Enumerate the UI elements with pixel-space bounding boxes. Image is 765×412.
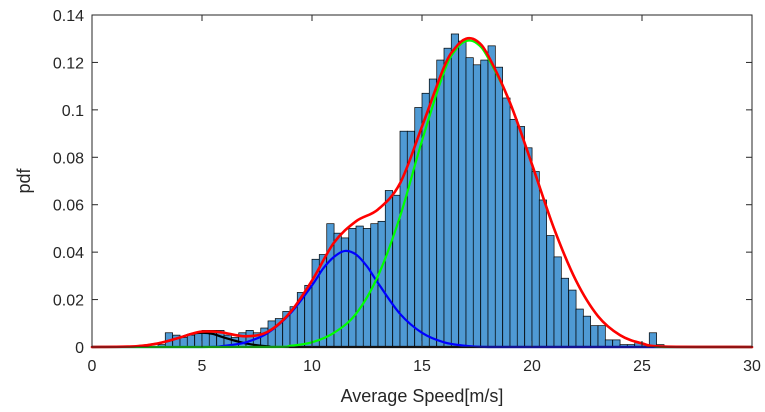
x-axis: 0 5 10 15 20 25 30 bbox=[88, 15, 761, 375]
histogram-bar bbox=[362, 228, 371, 348]
histogram-bar bbox=[553, 256, 562, 348]
histogram-bar bbox=[597, 325, 606, 348]
histogram-bar bbox=[538, 199, 547, 348]
x-axis-title: Average Speed[m/s] bbox=[341, 386, 504, 406]
histogram-bar bbox=[546, 235, 555, 348]
histogram-bar bbox=[355, 225, 364, 348]
y-tick-label: 0.08 bbox=[53, 150, 84, 167]
histogram-bar bbox=[384, 190, 393, 348]
histogram-bar bbox=[531, 171, 540, 348]
x-tick-label: 20 bbox=[523, 358, 541, 375]
y-tick-label: 0.14 bbox=[53, 8, 84, 25]
x-tick-label: 10 bbox=[303, 358, 321, 375]
histogram-bar bbox=[494, 66, 503, 348]
y-tick-label: 0 bbox=[75, 340, 84, 357]
y-axis-title: pdf bbox=[14, 167, 34, 193]
histogram-bar bbox=[443, 47, 452, 348]
histogram-bar bbox=[524, 147, 533, 348]
histogram-bar bbox=[436, 59, 445, 348]
histogram-bar bbox=[179, 337, 188, 348]
y-tick-label: 0.06 bbox=[53, 198, 84, 215]
x-tick-label: 5 bbox=[198, 358, 207, 375]
y-tick-label: 0.12 bbox=[53, 55, 84, 72]
histogram-bar bbox=[428, 78, 437, 348]
x-tick-label: 0 bbox=[88, 358, 97, 375]
histogram-bar bbox=[472, 64, 481, 348]
histogram-bar bbox=[465, 57, 474, 348]
y-axis: 0 0.02 0.04 0.06 0.08 0.1 0.12 0.14 bbox=[53, 8, 752, 357]
histogram-bar bbox=[509, 118, 518, 348]
histogram-bar bbox=[194, 332, 203, 348]
histogram-bar bbox=[502, 97, 511, 348]
histogram-bar bbox=[450, 33, 459, 348]
histogram-bar bbox=[560, 277, 569, 348]
y-tick-label: 0.02 bbox=[53, 293, 84, 310]
histogram-bar bbox=[267, 320, 276, 348]
histogram-bar bbox=[487, 45, 496, 348]
histogram-bar bbox=[516, 126, 525, 348]
histogram-bar bbox=[582, 315, 591, 348]
histogram-bar bbox=[458, 40, 467, 348]
x-tick-label: 30 bbox=[743, 358, 761, 375]
mixture-pdf-line bbox=[90, 36, 754, 349]
histogram-bar bbox=[568, 289, 577, 348]
histogram-bar bbox=[590, 325, 599, 348]
histogram-bar bbox=[186, 334, 195, 348]
histogram-bar bbox=[340, 237, 349, 348]
histogram-bar bbox=[480, 59, 489, 348]
x-tick-label: 15 bbox=[413, 358, 431, 375]
x-tick-label: 25 bbox=[633, 358, 651, 375]
histogram-bar bbox=[348, 228, 357, 348]
y-tick-label: 0.1 bbox=[62, 103, 84, 120]
histogram-bar bbox=[575, 308, 584, 348]
y-tick-label: 0.04 bbox=[53, 245, 84, 262]
